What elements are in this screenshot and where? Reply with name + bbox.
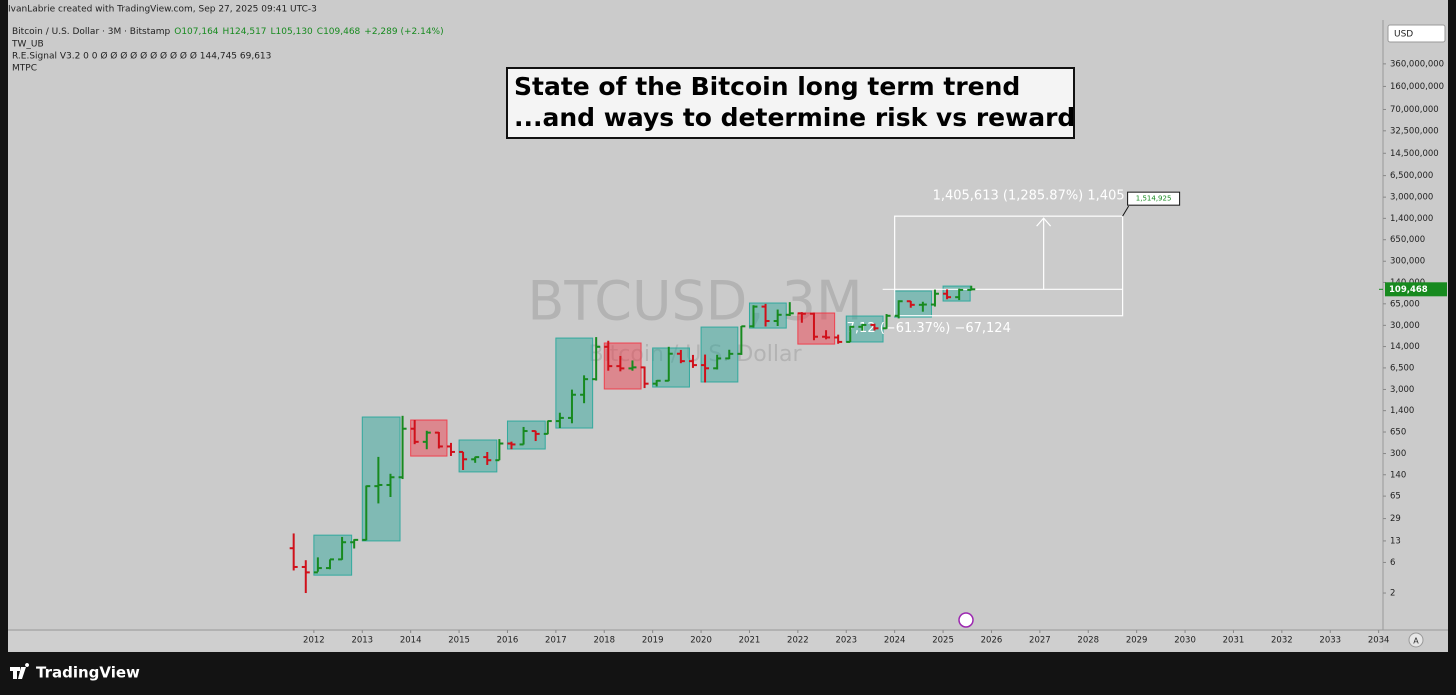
y-tick-label: 300: [1390, 449, 1406, 459]
x-tick-label: 2027: [1029, 636, 1051, 646]
x-tick-label: 2025: [932, 636, 954, 646]
x-tick-label: 2018: [593, 636, 615, 646]
y-tick-label: 650: [1390, 428, 1406, 438]
brand-logo: [10, 663, 30, 679]
x-tick-label: 2013: [351, 636, 373, 646]
target-label: 1,514,925: [1136, 195, 1172, 203]
annotation-box: [506, 67, 1075, 139]
currency[interactable]: USD: [1394, 30, 1413, 40]
y-tick-label: 6: [1390, 558, 1395, 568]
time-axis: [8, 631, 1383, 650]
indicator[interactable]: MTPC: [12, 64, 37, 74]
y-tick-label: 14,000: [1390, 342, 1420, 352]
y-tick-label: 650,000: [1390, 235, 1425, 245]
currency-button[interactable]: [1387, 24, 1446, 43]
low: L105,130: [271, 27, 314, 37]
target-label-box: [1127, 191, 1181, 206]
x-tick-label: 2022: [787, 636, 809, 646]
y-tick-label: 13: [1390, 536, 1401, 546]
range-box: [458, 439, 498, 473]
stop-text: 7,12 (−61.37%) −67,124: [847, 321, 1011, 336]
x-tick-label: 2024: [884, 636, 906, 646]
x-tick-label: 2030: [1174, 636, 1196, 646]
x-tick-label: 2033: [1319, 636, 1341, 646]
x-tick-label: 2020: [690, 636, 712, 646]
x-tick-label: 2021: [739, 636, 761, 646]
y-tick-label: 70,000,000: [1390, 105, 1439, 115]
auto-scale-icon[interactable]: A: [1413, 637, 1419, 646]
y-tick-label: 160,000,000: [1390, 82, 1444, 92]
y-tick-label: 14,500,000: [1390, 149, 1439, 159]
watermark: BTCUSD, 3M: [527, 270, 862, 333]
range-box: [313, 534, 353, 576]
range-box: [410, 419, 448, 457]
y-tick-label: 6,500,000: [1390, 171, 1433, 181]
y-tick-label: 3,000,000: [1390, 193, 1433, 203]
close: C109,468: [317, 27, 361, 37]
x-tick-label: 2016: [497, 636, 519, 646]
symbol: Bitcoin / U.S. Dollar · 3M · Bitstamp: [12, 27, 171, 37]
y-tick-label: 300,000: [1390, 257, 1425, 267]
indicator[interactable]: R.E.Signal V3.2 0 0 Ø Ø Ø Ø Ø Ø Ø Ø Ø Ø …: [12, 51, 271, 62]
plot: 1,405,613 (1,285.87%) 1,405 7,12 (−61.37%…: [289, 189, 1181, 594]
x-tick-label: 2017: [545, 636, 567, 646]
x-tick-label: 2034: [1368, 636, 1390, 646]
indicator[interactable]: TW_UB: [11, 40, 44, 50]
y-tick-label: 6,500: [1390, 363, 1414, 373]
range-box: [361, 416, 401, 542]
events-icon[interactable]: [958, 612, 974, 628]
target-text: 1,405,613 (1,285.87%) 1,405: [933, 189, 1125, 204]
x-tick-label: 2031: [1223, 636, 1245, 646]
y-tick-label: 2: [1390, 589, 1395, 599]
x-tick-label: 2032: [1271, 636, 1293, 646]
x-tick-label: 2014: [400, 636, 422, 646]
x-tick-label: 2015: [448, 636, 470, 646]
y-tick-label: 1,400,000: [1390, 214, 1433, 224]
range-box: [555, 337, 594, 429]
x-tick-label: 2012: [303, 636, 325, 646]
y-tick-label: 3,000: [1390, 385, 1414, 395]
auto-scale-button[interactable]: [1408, 632, 1424, 648]
y-tick-label: 140: [1390, 470, 1406, 480]
open: O107,164: [174, 27, 219, 37]
watermark-subtitle: Bitcoin / U.S. Dollar: [588, 342, 802, 367]
x-tick-label: 2028: [1077, 636, 1099, 646]
range-box: [797, 312, 836, 345]
y-tick-label: 30,000: [1390, 321, 1420, 331]
x-tick-label: 2029: [1126, 636, 1148, 646]
y-tick-label: 65: [1390, 492, 1401, 502]
x-tick-label: 2019: [642, 636, 664, 646]
arrow-head: [1036, 217, 1052, 227]
y-tick-label: 360,000,000: [1390, 59, 1444, 69]
y-tick-label: 32,500,000: [1390, 126, 1439, 136]
projection-box: [894, 215, 1124, 317]
target-leader: [1122, 205, 1130, 217]
legend-symbol: Bitcoin / U.S. Dollar · 3M · Bitstamp O10…: [12, 27, 444, 37]
y-tick-label: 29: [1390, 514, 1401, 524]
last-price-box: [1385, 282, 1447, 297]
high: H124,517: [223, 27, 267, 37]
credit: IvanLabrie created with TradingView.com,…: [8, 5, 317, 15]
y-tick-label: 65,000: [1390, 299, 1420, 309]
y-tick-label: 1,400: [1390, 406, 1414, 416]
last-price-label: 109,468: [1389, 285, 1428, 295]
x-tick-label: 2026: [981, 636, 1003, 646]
brand: TradingView: [36, 664, 140, 682]
annotation-line: State of the Bitcoin long term trend: [514, 72, 1020, 101]
x-tick-label: 2023: [835, 636, 857, 646]
annotation-line: ...and ways to determine risk vs reward: [514, 103, 1075, 132]
change: +2,289 (+2.14%): [364, 27, 443, 37]
